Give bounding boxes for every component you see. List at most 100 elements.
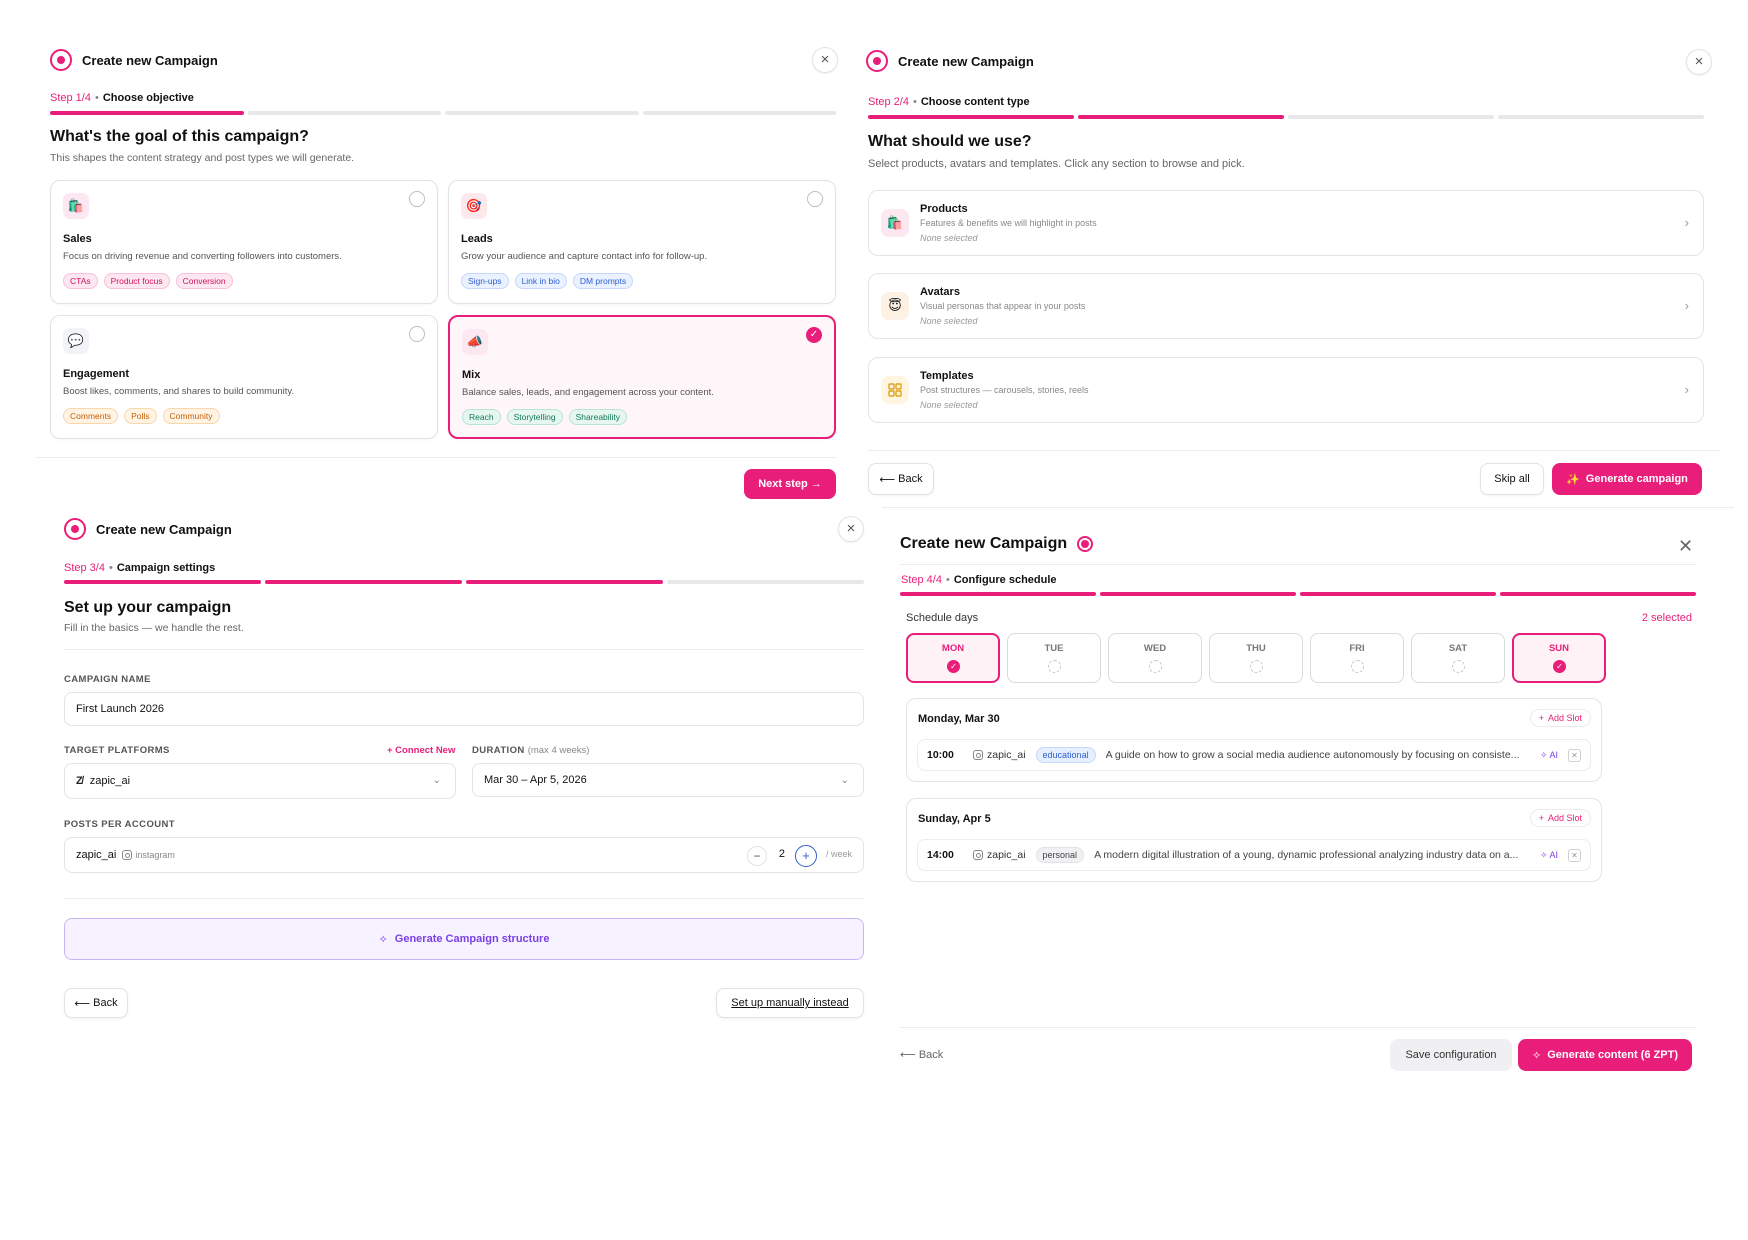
next-step-button[interactable]: Next step → xyxy=(744,469,836,499)
ai-button[interactable]: ✧ AI xyxy=(1539,749,1558,760)
day-thu[interactable]: THU xyxy=(1209,633,1303,683)
row-status: None selected xyxy=(920,400,978,410)
posts-unit: / week xyxy=(825,849,852,859)
sparkle-icon: ✨ xyxy=(1566,473,1580,486)
step2-panel: Create new Campaign × Step 2/4 • Choose co… xyxy=(866,0,1748,510)
campaign-logo-icon xyxy=(50,49,72,71)
campaign-logo-icon xyxy=(64,518,86,540)
remove-slot-icon[interactable]: ✕ xyxy=(1568,748,1581,762)
tag-chip: Polls xyxy=(124,408,157,424)
objective-title: Sales xyxy=(63,233,92,245)
save-configuration-button[interactable]: Save configuration xyxy=(1390,1039,1512,1071)
content-row-templates[interactable]: Templates Post structures — carousels, s… xyxy=(868,357,1704,423)
day-fri[interactable]: FRI xyxy=(1310,633,1404,683)
radio-button[interactable] xyxy=(409,326,425,342)
slot-row[interactable]: 10:00 zapic_ai educational A guide on ho… xyxy=(917,739,1591,771)
progress-bar xyxy=(868,115,1704,119)
tag-chip: DM prompts xyxy=(572,273,634,289)
back-button[interactable]: ⟵ Back xyxy=(64,988,128,1018)
day-label: WED xyxy=(1143,643,1167,654)
schedule-section: Schedule days 2 selected MON ✓ TUE WED TH… xyxy=(906,612,1692,1062)
empty-circle-icon xyxy=(1452,660,1465,673)
check-icon: ✓ xyxy=(947,660,960,673)
day-label: FRI xyxy=(1349,643,1365,654)
empty-circle-icon xyxy=(1351,660,1364,673)
content-row-avatars[interactable]: 😇 Avatars Visual personas that appear in… xyxy=(868,273,1704,339)
close-button[interactable]: × xyxy=(812,47,838,73)
account-name: zapic_ai xyxy=(987,749,1026,761)
step-number: Step 1/4 xyxy=(50,92,91,104)
objective-title: Leads xyxy=(461,233,493,245)
slot-row[interactable]: 14:00 zapic_ai personal A modern digital… xyxy=(917,839,1591,871)
back-label: Back xyxy=(898,473,923,485)
tag-chip: CTAs xyxy=(63,273,98,289)
remove-slot-icon[interactable]: ✕ xyxy=(1568,848,1581,862)
tag-chip: Sign-ups xyxy=(461,273,509,289)
close-button[interactable]: × xyxy=(1686,49,1712,75)
close-button[interactable]: × xyxy=(838,516,864,542)
day-mon[interactable]: MON ✓ xyxy=(906,633,1000,683)
account-platform: instagram xyxy=(122,850,175,860)
radio-button[interactable] xyxy=(409,191,425,207)
connect-new-link[interactable]: + Connect New xyxy=(387,745,456,756)
generate-content-label: Generate content (6 ZPT) xyxy=(1547,1049,1678,1061)
close-icon[interactable]: ✕ xyxy=(1678,536,1694,556)
platform-value: zapic_ai xyxy=(89,775,131,787)
decrement-button[interactable]: − xyxy=(747,846,767,866)
panel-header: Create new Campaign xyxy=(50,49,218,71)
campaign-logo-icon xyxy=(866,50,888,72)
radio-button-checked[interactable]: ✓ xyxy=(806,327,822,343)
content-row-products[interactable]: 🛍️ Products Features & benefits we will … xyxy=(868,190,1704,256)
platform-name: instagram xyxy=(135,850,175,860)
sparkle-icon: ✧ xyxy=(378,933,388,946)
panel-divider xyxy=(882,507,1734,508)
duration-select[interactable]: Mar 30 – Apr 5, 2026 ⌄ xyxy=(472,763,864,797)
add-slot-button[interactable]: + Add Slot xyxy=(1529,709,1591,727)
speech-bubble-icon: 💬 xyxy=(63,328,89,354)
skip-all-button[interactable]: Skip all xyxy=(1480,463,1544,495)
objective-card-engagement[interactable]: 💬 Engagement Boost likes, comments, and … xyxy=(50,315,438,439)
add-slot-button[interactable]: + Add Slot xyxy=(1529,809,1591,827)
step3-panel: Create new Campaign × Step 3/4 • Campaign … xyxy=(0,510,878,1070)
day-sun[interactable]: SUN ✓ xyxy=(1512,633,1606,683)
generate-structure-label: Generate Campaign structure xyxy=(394,933,550,945)
day-label: SUN xyxy=(1548,643,1570,654)
chevron-right-icon: › xyxy=(1684,215,1689,230)
day-tue[interactable]: TUE xyxy=(1007,633,1101,683)
platform-select[interactable]: Z̸ zapic_ai ⌄ xyxy=(64,763,456,799)
objective-title: Engagement xyxy=(63,368,130,380)
back-button[interactable]: ⟵ Back xyxy=(868,463,934,495)
day-wed[interactable]: WED xyxy=(1108,633,1202,683)
tag-chip: Conversion xyxy=(175,273,233,289)
back-link[interactable]: ⟵ Back xyxy=(900,1048,943,1061)
selected-count: 2 selected xyxy=(1641,612,1692,624)
ai-label: AI xyxy=(1549,749,1558,760)
row-title: Templates xyxy=(920,370,974,382)
objective-card-mix[interactable]: 📣 ✓ Mix Balance sales, leads, and engage… xyxy=(448,315,836,439)
ai-button[interactable]: ✧ AI xyxy=(1539,849,1558,860)
panel-header: Create new Campaign xyxy=(900,535,1094,553)
generate-content-button[interactable]: ✧ Generate content (6 ZPT) xyxy=(1518,1039,1692,1071)
content-tag: personal xyxy=(1035,847,1085,863)
campaign-name-input[interactable]: First Launch 2026 xyxy=(64,692,864,726)
day-sat[interactable]: SAT xyxy=(1411,633,1505,683)
row-status: None selected xyxy=(920,316,978,326)
increment-button[interactable]: + xyxy=(795,845,817,867)
header-divider xyxy=(900,564,1696,565)
empty-circle-icon xyxy=(1250,660,1263,673)
generate-campaign-button[interactable]: ✨ Generate campaign xyxy=(1552,463,1702,495)
generate-label: Generate campaign xyxy=(1585,473,1688,485)
radio-button[interactable] xyxy=(807,191,823,207)
tag-chip: Product focus xyxy=(103,273,170,289)
generate-structure-button[interactable]: ✧ Generate Campaign structure xyxy=(64,918,864,960)
objective-card-leads[interactable]: 🎯 Leads Grow your audience and capture c… xyxy=(448,180,836,304)
section-divider xyxy=(64,649,864,650)
add-slot-label: Add Slot xyxy=(1547,713,1582,723)
shopping-bag-icon: 🛍️ xyxy=(63,193,89,219)
objective-card-sales[interactable]: 🛍️ Sales Focus on driving revenue and co… xyxy=(50,180,438,304)
step-number: Step 3/4 xyxy=(64,562,105,574)
step4-panel: Create new Campaign ✕ Step 4/4 • Configure… xyxy=(878,510,1748,1120)
day-picker: MON ✓ TUE WED THU FRI SAT SUN ✓ xyxy=(898,570,1708,730)
setup-manually-button[interactable]: Set up manually instead xyxy=(716,988,864,1018)
megaphone-icon: 📣 xyxy=(462,329,488,355)
